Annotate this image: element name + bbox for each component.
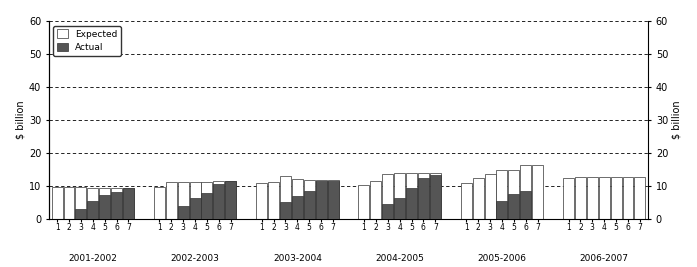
Y-axis label: $ billion: $ billion <box>16 101 26 139</box>
Y-axis label: $ billion: $ billion <box>671 101 681 139</box>
Bar <box>532 164 543 219</box>
Bar <box>418 178 429 219</box>
Text: 2004-2005: 2004-2005 <box>375 253 424 262</box>
Bar <box>87 201 98 219</box>
Bar <box>304 191 315 219</box>
Bar <box>178 182 189 219</box>
Bar <box>520 164 531 219</box>
Bar <box>280 202 291 219</box>
Bar <box>304 180 315 219</box>
Bar <box>111 188 122 219</box>
Bar <box>190 182 201 219</box>
Bar <box>268 182 279 219</box>
Bar <box>599 177 610 219</box>
Bar <box>406 188 417 219</box>
Bar <box>52 187 63 219</box>
Bar <box>520 191 531 219</box>
Bar <box>292 196 302 219</box>
Bar <box>225 181 236 219</box>
Bar <box>213 184 224 219</box>
Bar <box>328 181 339 219</box>
Bar <box>430 175 441 219</box>
Bar <box>123 188 134 219</box>
Bar <box>395 198 405 219</box>
Bar <box>154 187 165 219</box>
Bar <box>111 192 122 219</box>
Bar <box>75 209 86 219</box>
Bar <box>508 194 519 219</box>
Bar <box>395 173 405 219</box>
Bar <box>99 195 110 219</box>
Bar <box>316 181 327 219</box>
Bar <box>178 206 189 219</box>
Bar <box>418 173 429 219</box>
Bar <box>280 176 291 219</box>
Bar <box>99 188 110 219</box>
Bar <box>166 182 177 219</box>
Bar <box>213 181 224 219</box>
Legend: Expected, Actual: Expected, Actual <box>53 26 121 56</box>
Bar <box>473 178 484 219</box>
Bar <box>292 179 302 219</box>
Bar <box>406 173 417 219</box>
Text: 2006-2007: 2006-2007 <box>580 253 629 262</box>
Bar <box>201 193 213 219</box>
Bar <box>382 175 393 219</box>
Bar <box>225 181 236 219</box>
Bar <box>622 177 634 219</box>
Text: 2003-2004: 2003-2004 <box>273 253 322 262</box>
Bar <box>316 180 327 219</box>
Bar <box>123 188 134 219</box>
Bar <box>611 177 622 219</box>
Text: 2002-2003: 2002-2003 <box>171 253 220 262</box>
Bar <box>256 183 267 219</box>
Bar <box>575 177 586 219</box>
Bar <box>496 170 507 219</box>
Bar <box>430 173 441 219</box>
Bar <box>563 178 574 219</box>
Bar <box>484 175 496 219</box>
Bar <box>201 182 213 219</box>
Bar <box>508 170 519 219</box>
Bar <box>328 180 339 219</box>
Bar <box>461 183 472 219</box>
Bar <box>75 187 86 219</box>
Text: 2001-2002: 2001-2002 <box>68 253 117 262</box>
Bar <box>382 204 393 219</box>
Text: 2005-2006: 2005-2006 <box>477 253 526 262</box>
Bar <box>634 177 645 219</box>
Bar <box>587 177 598 219</box>
Bar <box>496 201 507 219</box>
Bar <box>87 188 98 219</box>
Bar <box>370 181 381 219</box>
Bar <box>358 185 369 219</box>
Bar <box>63 187 75 219</box>
Bar <box>190 198 201 219</box>
